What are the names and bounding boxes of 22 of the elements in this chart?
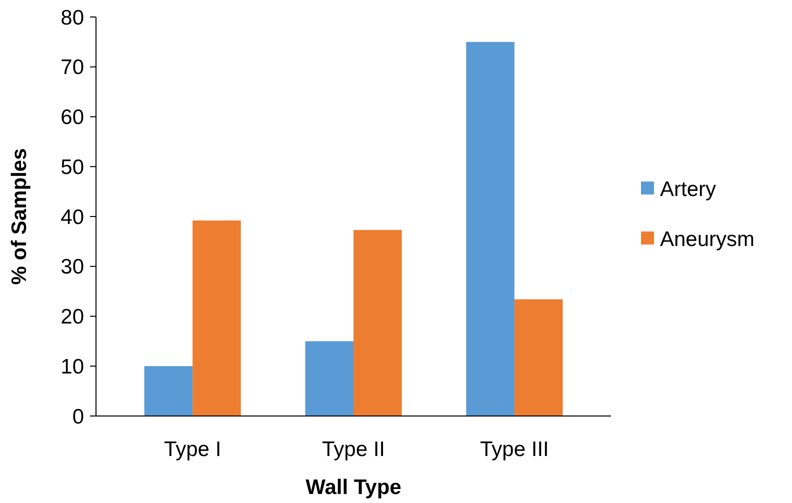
- bar: [514, 299, 563, 416]
- x-tick-label: Type II: [322, 438, 386, 461]
- y-tick-label: 40: [60, 206, 84, 229]
- y-axis-title: % of Samples: [8, 148, 31, 285]
- legend-label: Artery: [660, 178, 717, 201]
- y-tick-label: 60: [60, 106, 84, 130]
- y-tick-label: 10: [60, 355, 84, 378]
- x-tick-label: Type III: [480, 438, 549, 461]
- bar: [466, 42, 514, 416]
- bar: [192, 220, 241, 416]
- x-axis-title: Wall Type: [306, 476, 402, 499]
- bar: [144, 366, 193, 416]
- y-tick-label: 50: [60, 156, 84, 179]
- bar: [354, 230, 402, 416]
- y-tick-label: 0: [72, 405, 84, 428]
- x-tick-label: Type I: [164, 438, 222, 461]
- y-tick-label: 30: [60, 256, 84, 279]
- bar: [305, 341, 354, 416]
- y-tick-label: 20: [60, 306, 84, 329]
- legend-label: Aneurysm: [660, 228, 755, 251]
- y-tick-label: 70: [60, 56, 84, 80]
- y-tick-label: 80: [60, 6, 84, 30]
